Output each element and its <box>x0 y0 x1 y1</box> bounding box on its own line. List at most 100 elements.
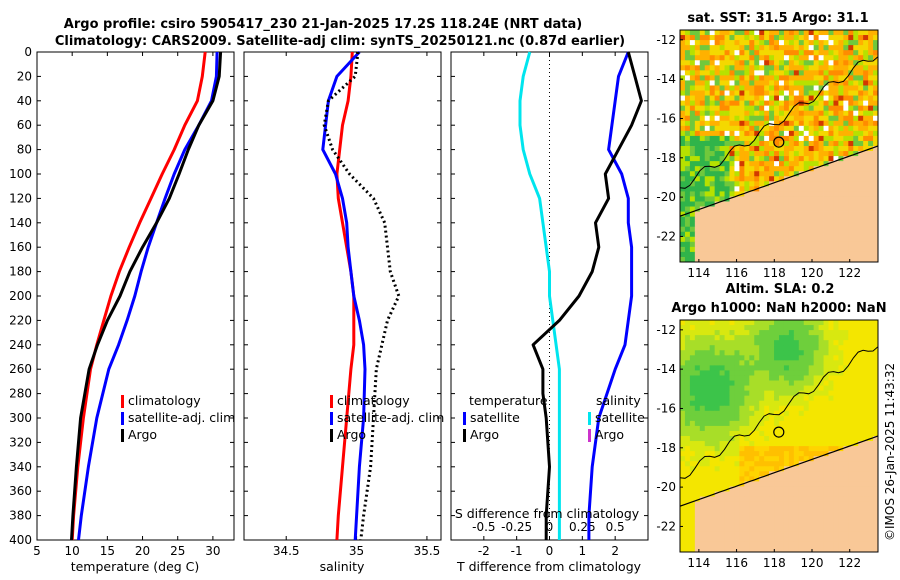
map-cell <box>739 335 745 341</box>
map-cell <box>680 120 686 127</box>
map-cell <box>873 481 878 487</box>
map-cell <box>798 226 805 233</box>
map-cell <box>729 251 735 258</box>
map-cell <box>779 241 785 248</box>
map-cell <box>764 40 770 46</box>
map-cell <box>793 330 800 336</box>
map-cell <box>783 355 790 361</box>
map-cell <box>754 35 760 41</box>
map-cell <box>764 511 770 518</box>
map-cell <box>838 95 844 102</box>
map-cell <box>813 335 819 341</box>
map-cell <box>798 50 805 56</box>
map-cell <box>788 236 795 243</box>
y-tick-label: 140 <box>9 216 32 230</box>
map-cell <box>823 30 829 36</box>
map-cell <box>759 400 765 407</box>
map-cell <box>769 100 775 107</box>
map-cell <box>694 516 701 523</box>
map-cell <box>843 70 849 76</box>
map-cell <box>873 536 878 543</box>
map-cell <box>788 105 795 112</box>
map-cell <box>808 531 815 538</box>
map-cell <box>798 186 805 192</box>
map-cell <box>803 335 810 341</box>
map-cell <box>868 355 874 361</box>
map-cell <box>779 256 785 262</box>
map-cell <box>853 130 859 137</box>
map-cell <box>798 410 805 417</box>
map-cell <box>749 70 755 76</box>
map-cell <box>853 80 859 86</box>
map-cell <box>709 80 716 86</box>
map-cell <box>744 120 750 127</box>
map-x-tick-label: 116 <box>725 556 748 570</box>
map-cell <box>714 161 720 167</box>
map-cell <box>734 226 740 233</box>
map-cell <box>714 340 720 346</box>
map-cell <box>813 380 819 386</box>
map-cell <box>853 456 859 462</box>
map-cell <box>719 231 725 238</box>
map-cell <box>764 231 770 238</box>
top-tick-label: -0.5 <box>472 520 495 534</box>
map-cell <box>818 441 824 447</box>
map-cell <box>798 446 805 452</box>
map-cell <box>689 415 696 422</box>
map-cell <box>719 85 725 91</box>
map-cell <box>803 30 810 36</box>
map-cell <box>689 50 696 56</box>
map-cell <box>803 350 810 356</box>
map-cell <box>783 166 790 172</box>
map-cell <box>818 166 824 172</box>
map-cell <box>848 345 854 351</box>
map-cell <box>848 451 854 457</box>
map-cell <box>749 456 755 462</box>
map-cell <box>759 370 765 376</box>
map-cell <box>689 481 696 487</box>
map-cell <box>714 456 720 462</box>
map-cell <box>724 80 730 86</box>
map-cell <box>838 511 844 518</box>
map-cell <box>734 355 740 361</box>
map-cell <box>858 466 864 472</box>
map-cell <box>689 100 696 107</box>
map-cell <box>788 40 795 46</box>
map-cell <box>779 466 785 472</box>
map-cell <box>754 526 760 533</box>
map-cell <box>813 75 819 81</box>
map-cell <box>823 60 829 66</box>
map-cell <box>783 50 790 56</box>
map-cell <box>798 380 805 386</box>
map-cell <box>704 146 711 152</box>
map-cell <box>714 151 720 157</box>
map-cell <box>863 486 869 492</box>
map-cell <box>848 231 854 238</box>
map-cell <box>759 85 765 91</box>
map-cell <box>863 251 869 258</box>
map-cell <box>719 345 725 351</box>
map-cell <box>803 521 810 528</box>
map-cell <box>744 335 750 341</box>
map-cell <box>739 256 745 262</box>
map-cell <box>684 521 691 528</box>
map-cell <box>754 461 760 467</box>
map-cell <box>724 446 730 452</box>
map-cell <box>699 375 706 381</box>
map-cell <box>764 156 770 162</box>
map-cell <box>788 65 795 71</box>
map-cell <box>853 400 859 407</box>
map-cell <box>788 176 795 182</box>
map-cell <box>729 501 735 508</box>
map-cell <box>714 541 720 548</box>
map-cell <box>744 511 750 518</box>
map-cell <box>818 171 824 177</box>
map-cell <box>754 425 760 432</box>
map-cell <box>769 60 775 66</box>
map-cell <box>739 181 745 187</box>
map-cell <box>833 461 839 467</box>
map-cell <box>813 471 819 477</box>
map-cell <box>684 176 691 182</box>
map-cell <box>764 441 770 447</box>
map-cell <box>813 491 819 497</box>
